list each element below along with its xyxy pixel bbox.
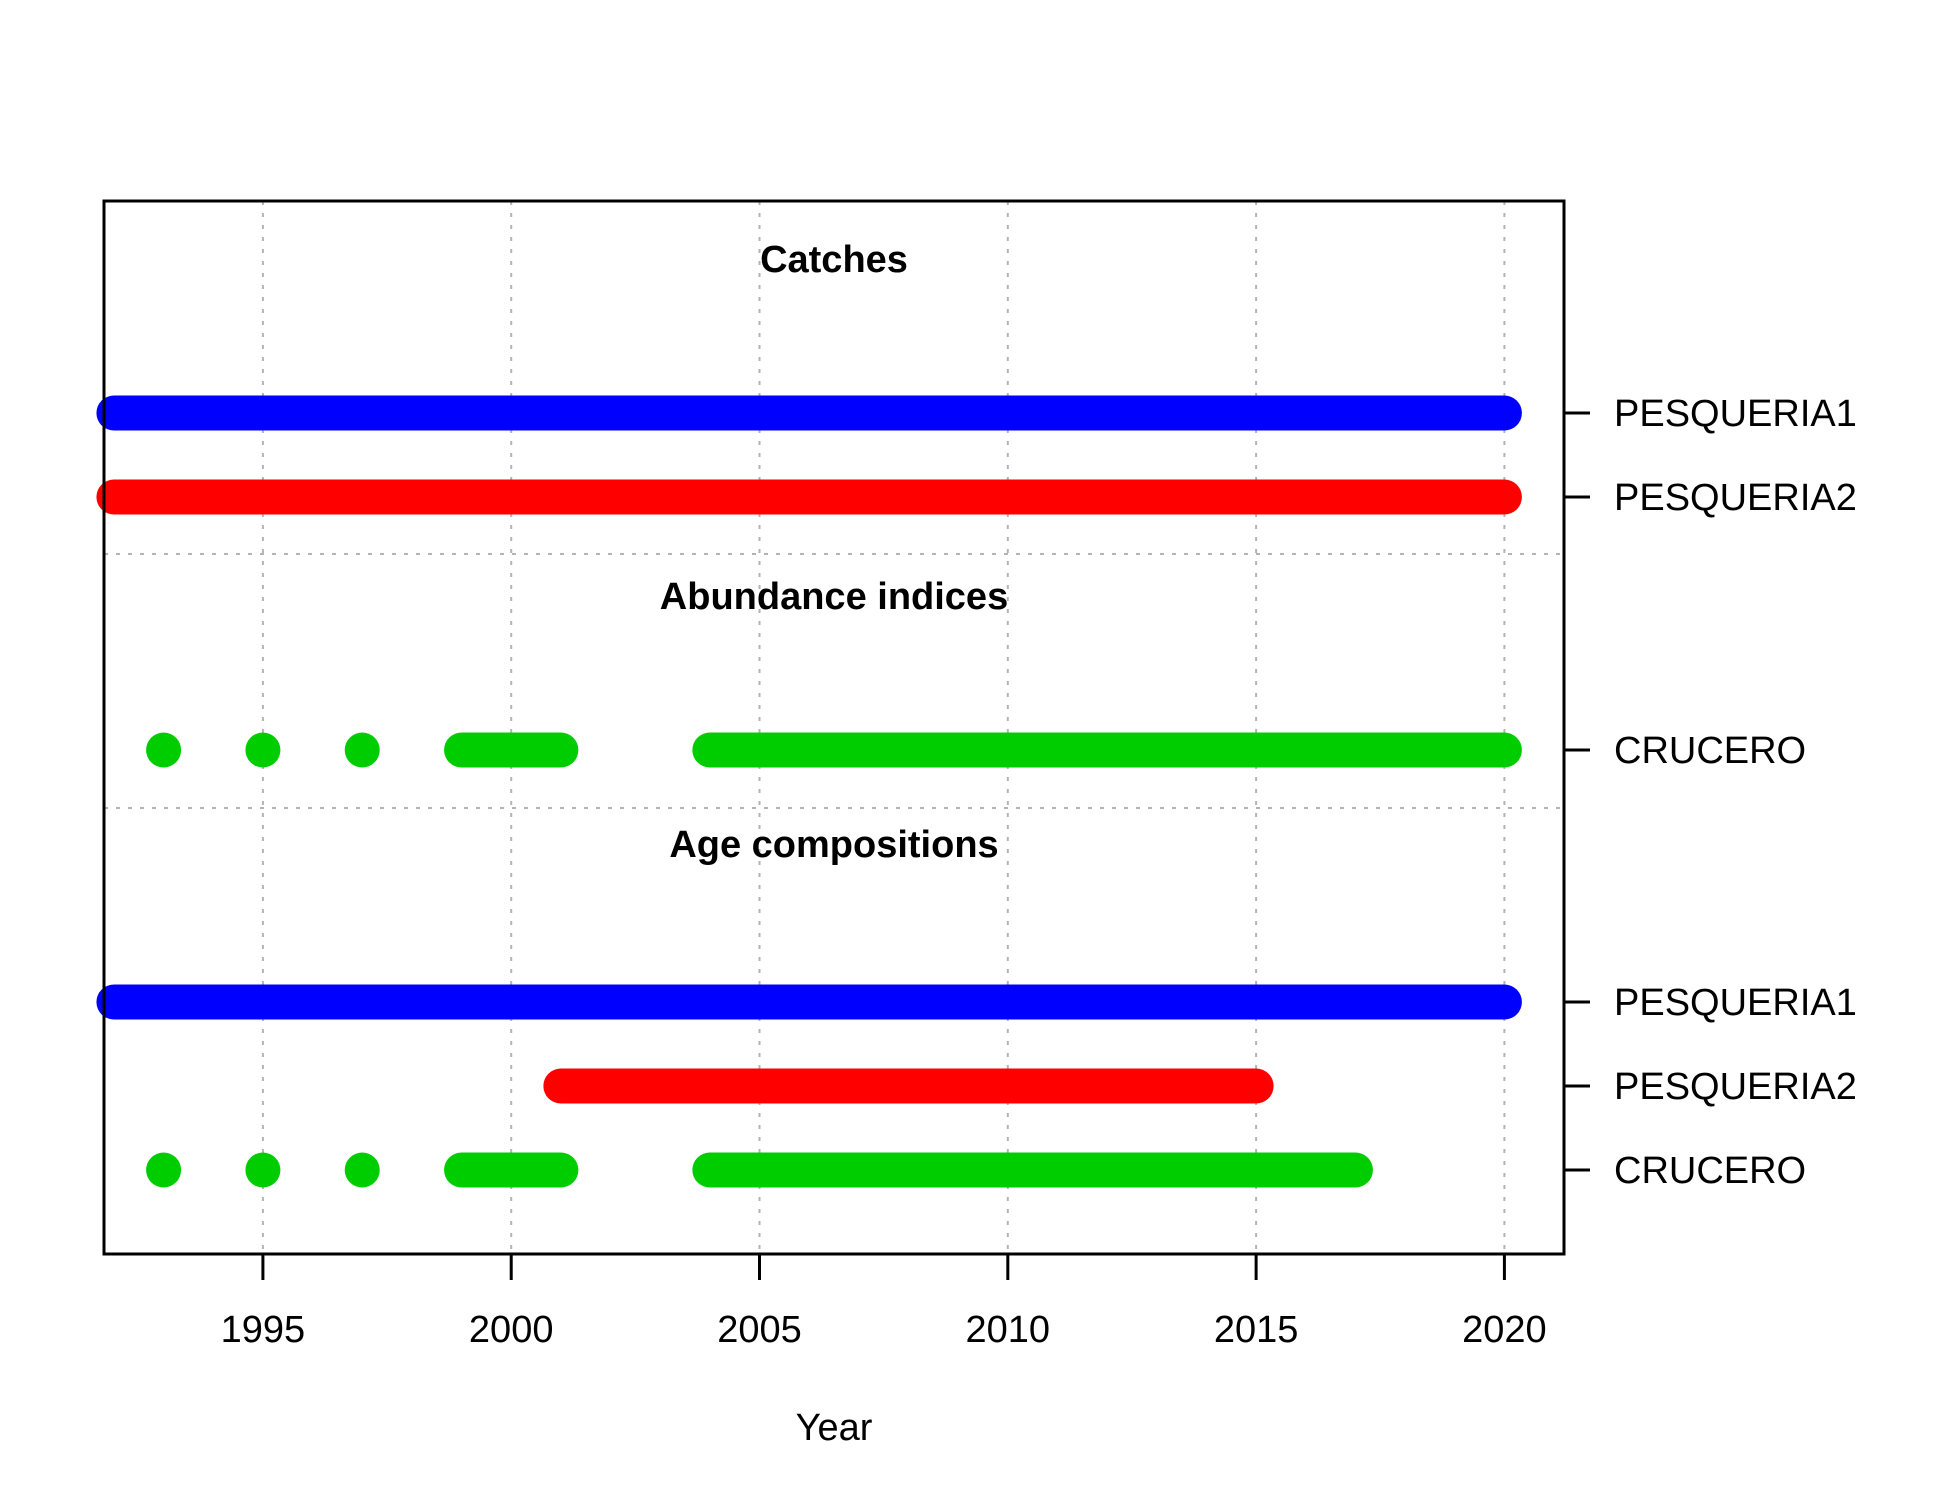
x-tick-label-2010: 2010: [966, 1309, 1051, 1351]
mark-3-crucero-2-point: [245, 1152, 281, 1188]
mark-2-crucero-3-point: [344, 732, 380, 768]
mark-2-crucero-2-point: [245, 732, 281, 768]
row-label-3-1: PESQUERIA1: [1614, 982, 1857, 1024]
row-label-1-2: PESQUERIA2: [1614, 477, 1857, 519]
x-tick-label-1995: 1995: [221, 1309, 306, 1351]
row-label-3-3: CRUCERO: [1614, 1150, 1806, 1192]
x-tick-label-2000: 2000: [469, 1309, 554, 1351]
text-layer: 1995 2000 2005 2010 2015 2020 Catches PESQUERIA…: [221, 239, 1857, 1351]
row-label-1-1: PESQUERIA1: [1614, 393, 1857, 435]
section-title-1: Catches: [760, 239, 908, 281]
plot-frame: [102, 199, 1566, 1256]
x-tick-label-2020: 2020: [1462, 1309, 1547, 1351]
row-label-2-1: CRUCERO: [1614, 730, 1806, 772]
section-title-2: Abundance indices: [660, 576, 1008, 618]
x-axis-label: Year: [796, 1407, 873, 1449]
mark-3-crucero-3-point: [344, 1152, 380, 1188]
marks-layer: [96, 395, 1522, 1188]
section-title-3: Age compositions: [669, 824, 998, 866]
mark-3-crucero-1-point: [146, 1152, 182, 1188]
x-tick-label-2005: 2005: [717, 1309, 802, 1351]
row-label-3-2: PESQUERIA2: [1614, 1066, 1857, 1108]
mark-2-crucero-1-point: [146, 732, 182, 768]
x-tick-label-2015: 2015: [1214, 1309, 1299, 1351]
